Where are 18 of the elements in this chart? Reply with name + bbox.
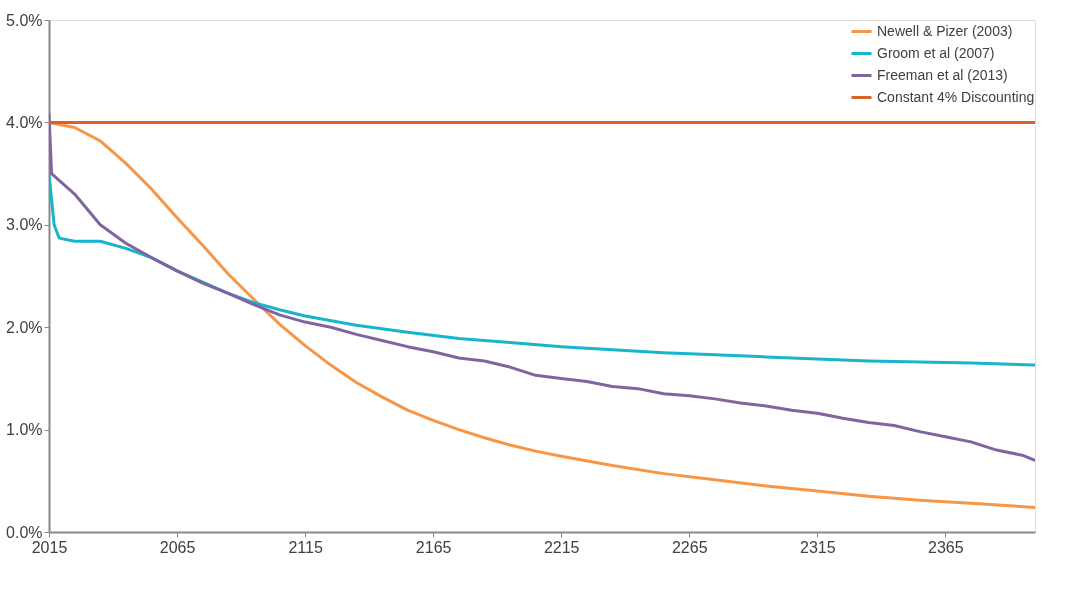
legend-label: Newell & Pizer (2003) [877,22,1013,39]
x-tick-label: 2215 [543,538,580,556]
x-tick-label: 2165 [415,538,452,556]
x-tick-label: 2015 [31,538,68,556]
x-tick-label: 2315 [800,538,836,556]
y-tick-label: 0.0% [6,523,43,541]
legend-label: Groom et al (2007) [877,44,995,61]
legend-label: Freeman et al (2013) [877,66,1008,83]
y-tick-label: 3.0% [6,216,43,234]
y-tick-label: 5.0% [6,11,43,29]
y-tick-label: 4.0% [6,113,43,131]
legend-label: Constant 4% Discounting [877,88,1035,105]
x-tick-label: 2265 [671,538,708,556]
x-tick-label: 2115 [288,538,323,556]
x-tick-label: 2065 [159,538,196,556]
x-tick-label: 2365 [928,538,964,556]
y-tick-label: 2.0% [6,318,43,336]
y-tick-label: 1.0% [6,421,43,439]
